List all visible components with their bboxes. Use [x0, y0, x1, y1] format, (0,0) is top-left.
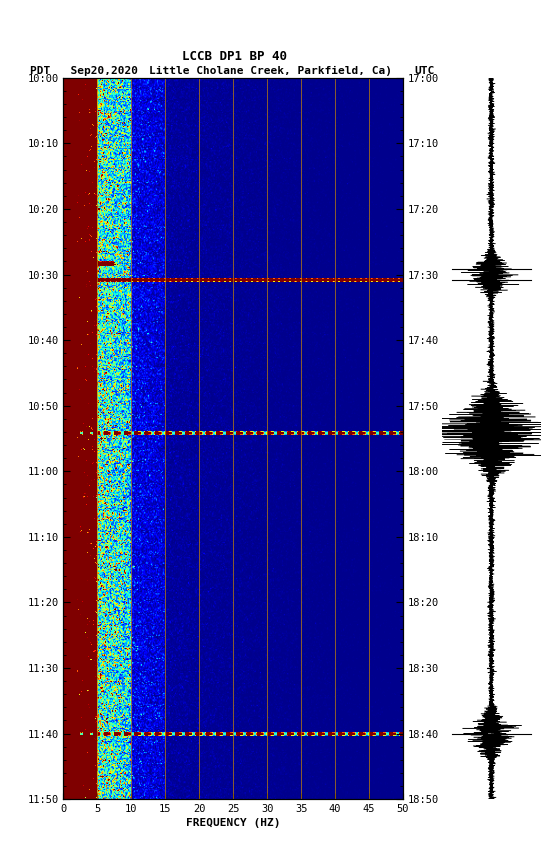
Text: LCCB DP1 BP 40: LCCB DP1 BP 40 — [182, 50, 287, 63]
X-axis label: FREQUENCY (HZ): FREQUENCY (HZ) — [186, 818, 280, 829]
Text: PDT   Sep20,2020: PDT Sep20,2020 — [30, 66, 139, 76]
Text: Little Cholane Creek, Parkfield, Ca): Little Cholane Creek, Parkfield, Ca) — [149, 66, 392, 76]
Text: UTC: UTC — [414, 66, 434, 76]
